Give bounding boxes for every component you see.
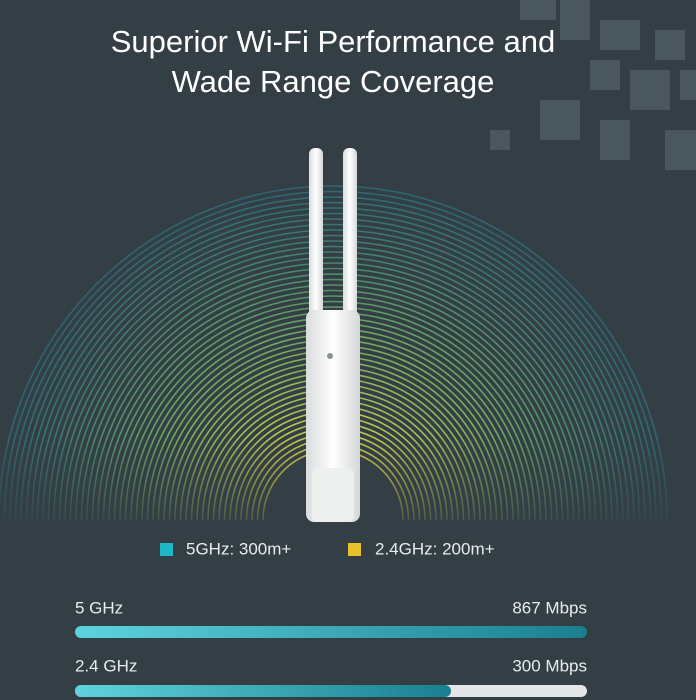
coverage-ring [86, 273, 580, 521]
coverage-ring [64, 251, 602, 521]
coverage-ring [0, 185, 668, 521]
coverage-ring [25, 212, 641, 521]
coverage-ring [20, 207, 646, 521]
coverage-ring [58, 245, 608, 521]
coverage-ring [47, 234, 619, 521]
speed-label: 867 Mbps [512, 598, 587, 617]
coverage-ring [97, 284, 569, 521]
pixel-decoration [490, 0, 696, 170]
coverage-ring [42, 229, 624, 521]
band-label: 5 GHz [75, 598, 123, 617]
coverage-ring [75, 262, 591, 521]
legend-swatch [160, 543, 173, 556]
coverage-ring [3, 190, 663, 521]
legend-swatch [348, 543, 361, 556]
access-point [306, 148, 360, 522]
coverage-ring [36, 223, 630, 521]
coverage-ring [91, 278, 575, 521]
band-label: 2.4 GHz [75, 656, 137, 675]
coverage-ring [113, 300, 553, 521]
speed-label: 300 Mbps [512, 656, 587, 675]
coverage-ring [108, 295, 558, 521]
coverage-ring [9, 196, 657, 521]
title-line: Wade Range Coverage [172, 64, 495, 99]
legend-label: 5GHz: 300m+ [186, 539, 291, 558]
title-line: Superior Wi-Fi Performance and [111, 24, 556, 59]
legend-label: 2.4GHz: 200m+ [375, 539, 495, 558]
coverage-ring [53, 240, 613, 521]
coverage-ring [69, 256, 597, 521]
coverage-ring [14, 201, 652, 521]
coverage-ring [80, 267, 586, 521]
speed-bar [75, 685, 451, 697]
coverage-ring [102, 289, 564, 521]
speed-bar [75, 626, 587, 638]
coverage-ring [31, 218, 635, 521]
coverage-ring [119, 306, 547, 521]
